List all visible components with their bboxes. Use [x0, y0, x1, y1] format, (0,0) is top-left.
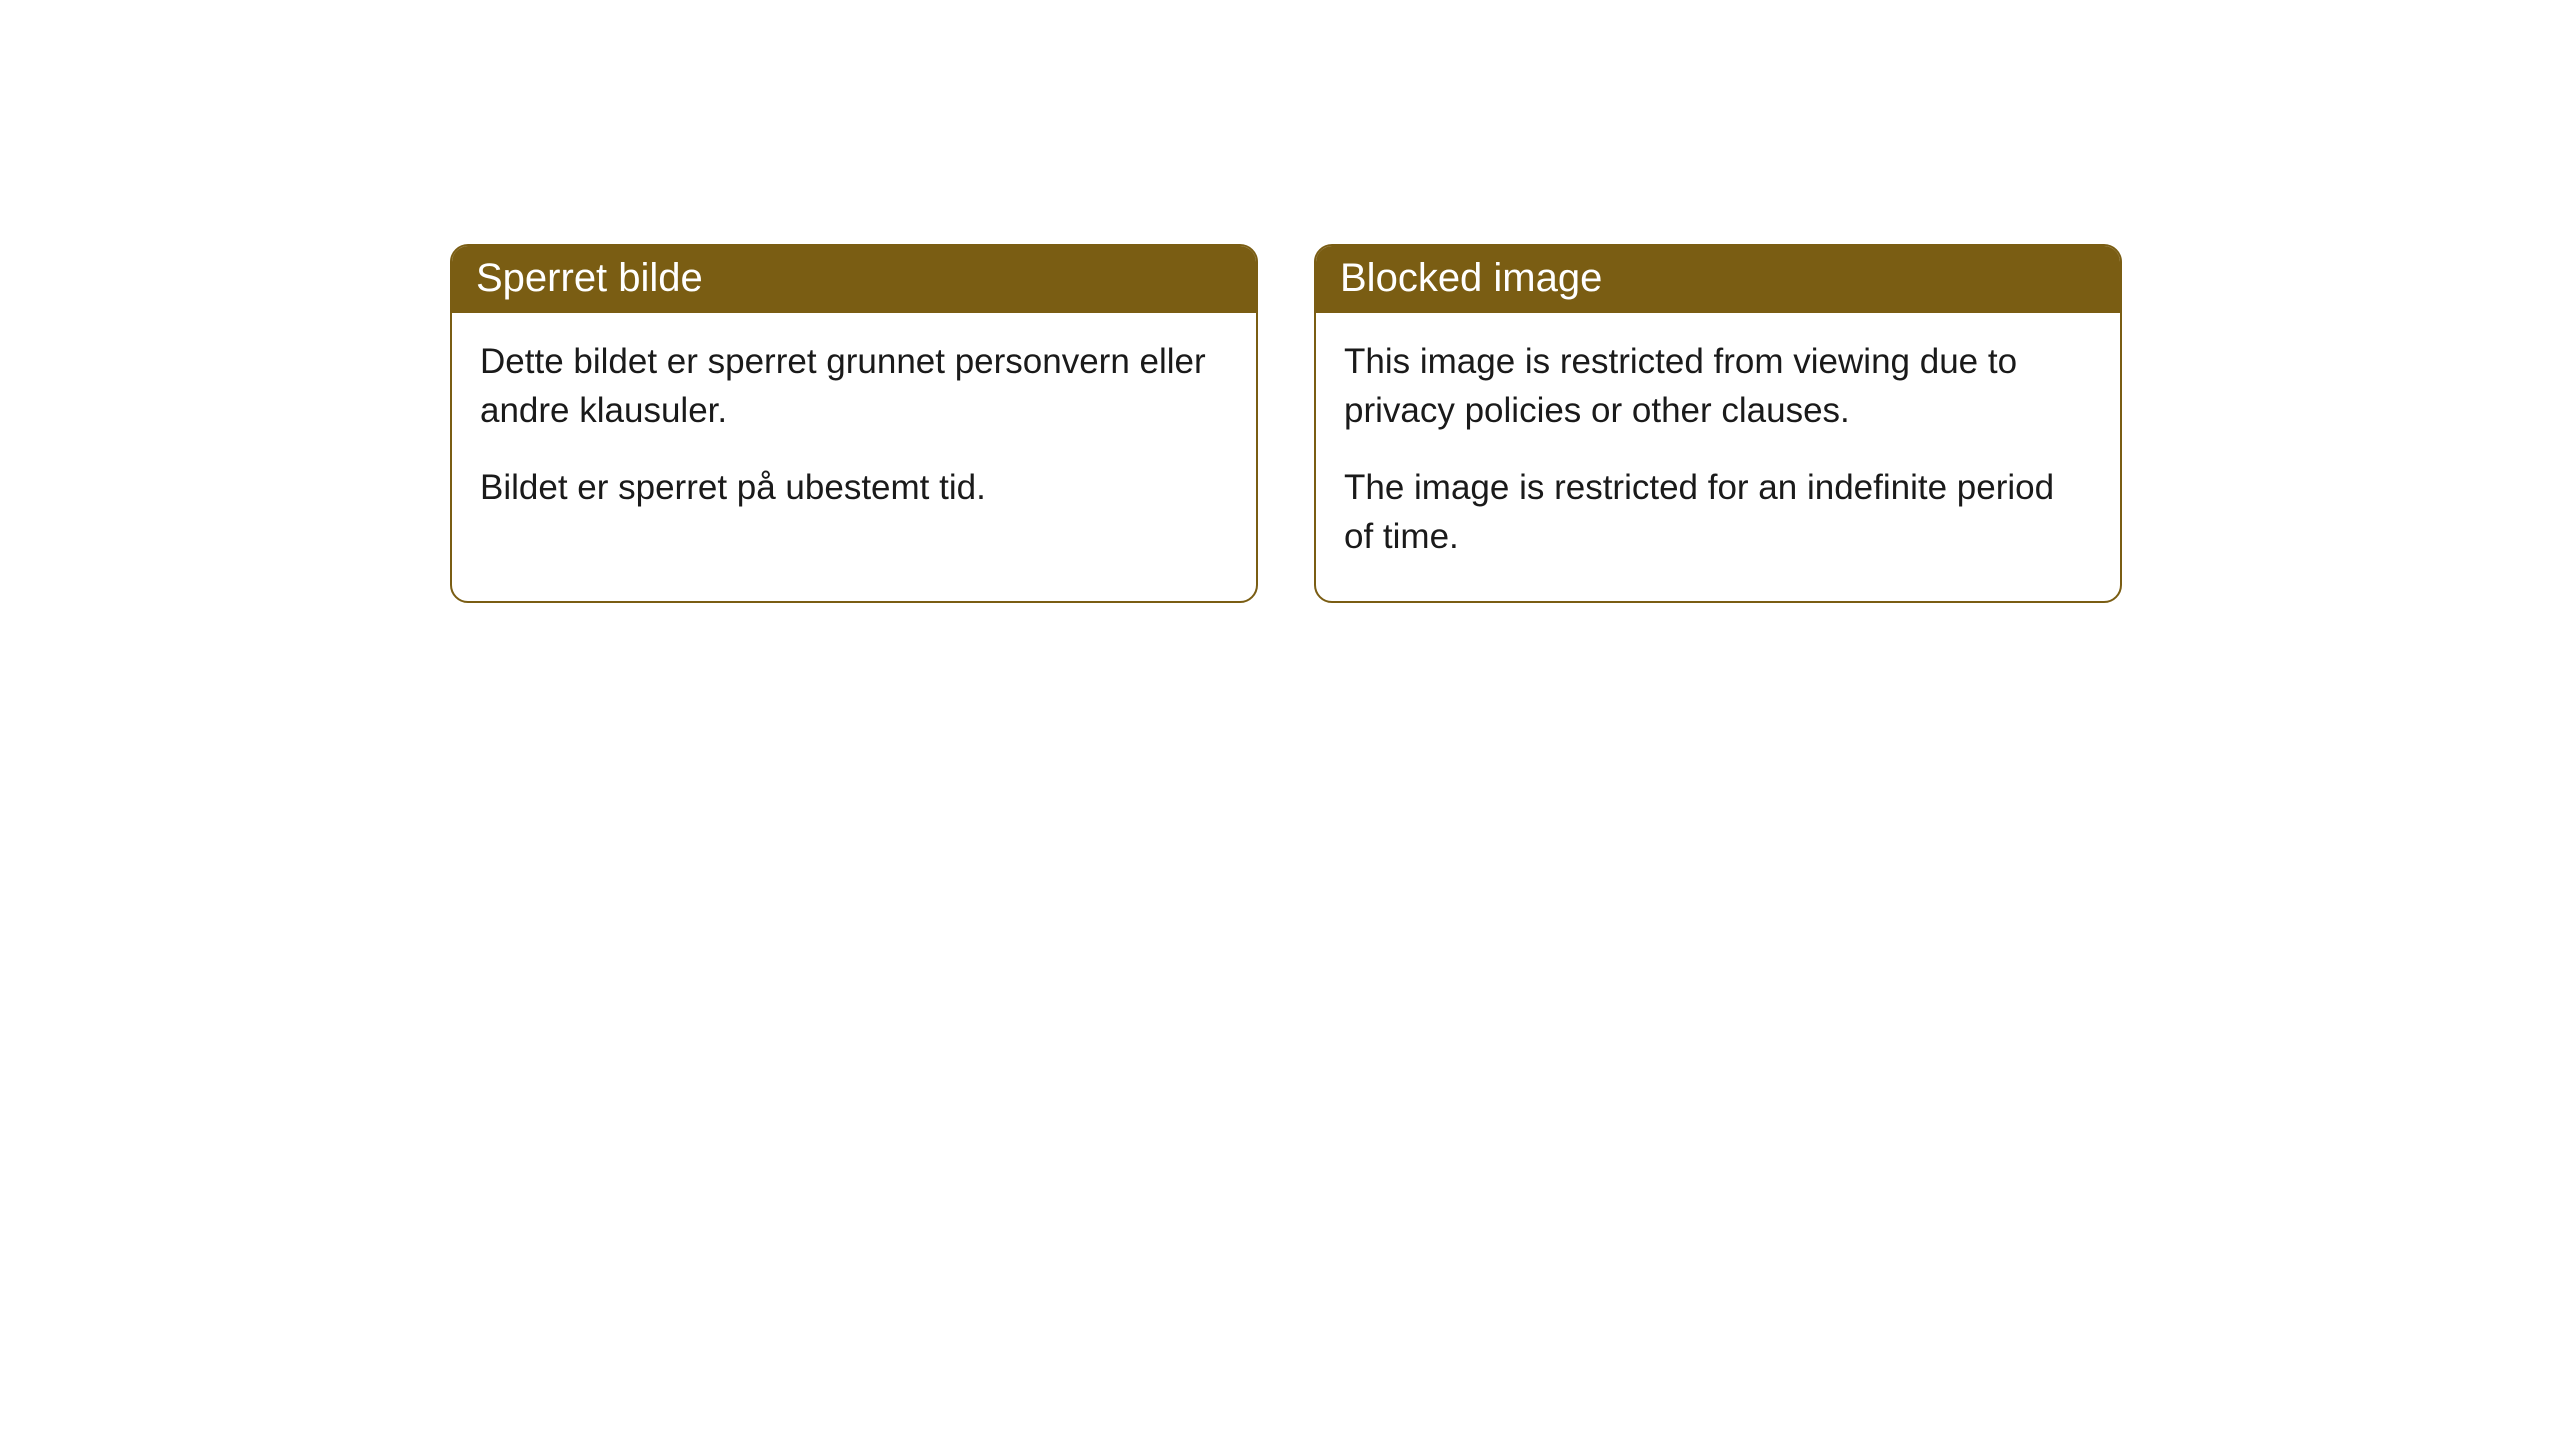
- card-paragraph: Bildet er sperret på ubestemt tid.: [480, 463, 1228, 512]
- card-body: This image is restricted from viewing du…: [1316, 313, 2120, 601]
- card-header: Sperret bilde: [452, 246, 1256, 313]
- card-paragraph: This image is restricted from viewing du…: [1344, 337, 2092, 435]
- card-title: Blocked image: [1340, 256, 1602, 300]
- notice-card-norwegian: Sperret bilde Dette bildet er sperret gr…: [450, 244, 1258, 603]
- notice-container: Sperret bilde Dette bildet er sperret gr…: [0, 0, 2560, 603]
- card-body: Dette bildet er sperret grunnet personve…: [452, 313, 1256, 552]
- card-paragraph: Dette bildet er sperret grunnet personve…: [480, 337, 1228, 435]
- card-paragraph: The image is restricted for an indefinit…: [1344, 463, 2092, 561]
- card-title: Sperret bilde: [476, 256, 703, 300]
- notice-card-english: Blocked image This image is restricted f…: [1314, 244, 2122, 603]
- card-header: Blocked image: [1316, 246, 2120, 313]
